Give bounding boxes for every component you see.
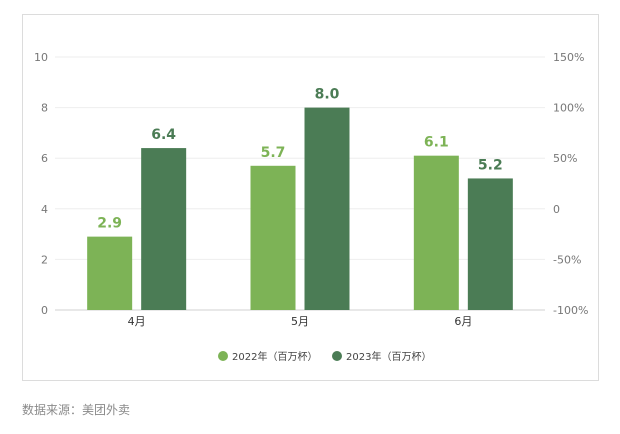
x-tick-label: 6月: [454, 315, 472, 328]
data-label: 5.7: [261, 145, 286, 161]
y2-tick-label: 150%: [553, 51, 584, 64]
data-label: 2.9: [97, 216, 122, 232]
bar: [250, 165, 296, 310]
y-tick-label: 6: [41, 152, 48, 165]
legend-label: 2023年（百万杯）: [346, 350, 431, 363]
bar: [141, 148, 187, 310]
data-label: 8.0: [315, 87, 340, 103]
x-tick-label: 4月: [128, 315, 146, 328]
legend-label: 2022年（百万杯）: [232, 350, 317, 363]
source-note: 数据来源：美团外卖: [22, 403, 131, 417]
data-label: 6.4: [151, 127, 176, 143]
y2-tick-label: 50%: [553, 152, 577, 165]
y-tick-label: 2: [41, 253, 48, 266]
bar: [467, 178, 513, 310]
y2-tick-label: 100%: [553, 102, 584, 115]
data-label: 6.1: [424, 135, 449, 151]
y2-tick-label: -50%: [553, 253, 581, 266]
bar: [87, 236, 133, 310]
data-label: 5.2: [478, 157, 503, 173]
x-tick-label: 5月: [291, 315, 309, 328]
legend-marker: [218, 351, 228, 361]
y2-tick-label: -100%: [553, 304, 588, 317]
y2-tick-label: 0: [553, 203, 560, 216]
y-tick-label: 0: [41, 304, 48, 317]
bar: [304, 107, 350, 310]
y-tick-label: 10: [34, 51, 48, 64]
legend-marker: [332, 351, 342, 361]
bar: [413, 155, 459, 310]
y-tick-label: 4: [41, 203, 48, 216]
y-tick-label: 8: [41, 102, 48, 115]
